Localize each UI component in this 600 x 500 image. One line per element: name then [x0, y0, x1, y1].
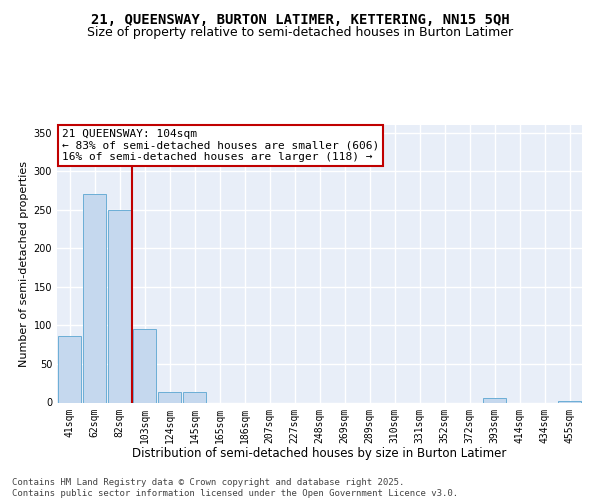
Bar: [133, 330, 156, 402]
Bar: [108, 210, 131, 402]
Y-axis label: Number of semi-detached properties: Number of semi-detached properties: [19, 161, 29, 367]
Bar: [158, 392, 181, 402]
Bar: [183, 392, 206, 402]
Text: Size of property relative to semi-detached houses in Burton Latimer: Size of property relative to semi-detach…: [87, 26, 513, 39]
Text: 21, QUEENSWAY, BURTON LATIMER, KETTERING, NN15 5QH: 21, QUEENSWAY, BURTON LATIMER, KETTERING…: [91, 12, 509, 26]
Text: 21 QUEENSWAY: 104sqm
← 83% of semi-detached houses are smaller (606)
16% of semi: 21 QUEENSWAY: 104sqm ← 83% of semi-detac…: [62, 129, 380, 162]
Bar: [558, 401, 581, 402]
X-axis label: Distribution of semi-detached houses by size in Burton Latimer: Distribution of semi-detached houses by …: [133, 447, 506, 460]
Bar: [58, 336, 81, 402]
Bar: [483, 398, 506, 402]
Text: Contains HM Land Registry data © Crown copyright and database right 2025.
Contai: Contains HM Land Registry data © Crown c…: [12, 478, 458, 498]
Bar: [83, 194, 106, 402]
